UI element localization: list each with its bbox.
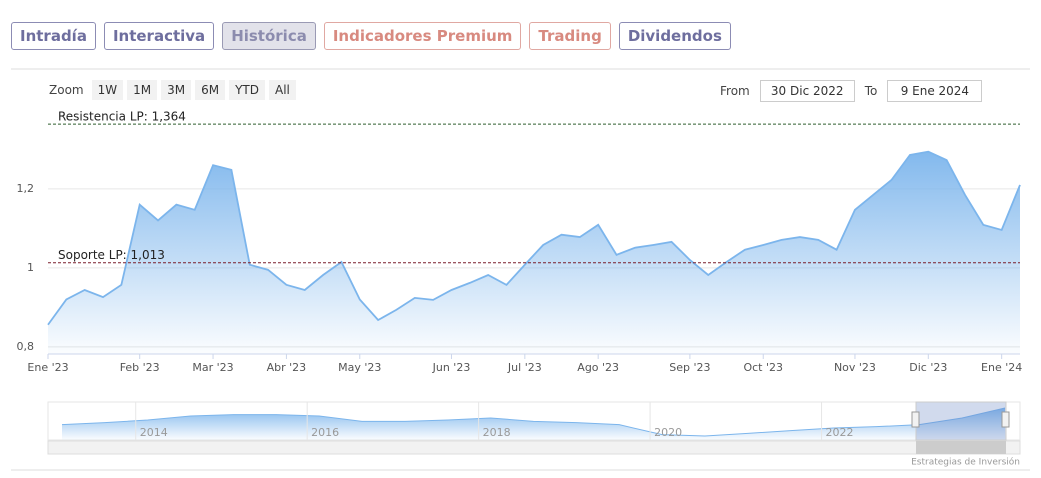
x-tick-label: Jul '23 (507, 361, 542, 374)
scrollbar-thumb[interactable] (916, 441, 1006, 454)
y-tick-label: 1,2 (17, 182, 35, 195)
zoom-button[interactable]: YTD (229, 80, 265, 100)
zoom: Zoom 1W 1M 3M 6M YTD All (49, 80, 296, 100)
x-tick-label: Ene '24 (981, 361, 1022, 374)
x-tick-label: Oct '23 (743, 361, 783, 374)
tab[interactable]: Interactiva (103, 22, 215, 50)
navigator-area (62, 408, 1005, 440)
x-tick-label: Mar '23 (192, 361, 233, 374)
navigator-label: 2022 (826, 426, 854, 439)
x-tick-label: Ago '23 (577, 361, 619, 374)
range: From 30 Dic 2022 To 9 Ene 2024 (720, 80, 983, 102)
zoom-button[interactable]: 6M (195, 80, 226, 100)
navigator-handle[interactable] (911, 411, 920, 428)
zoom-button[interactable]: 1W (91, 80, 124, 100)
tab[interactable]: Histórica (222, 22, 316, 50)
to-label: To (864, 84, 878, 98)
y-tick-label: 0,8 (17, 340, 35, 353)
x-tick-label: Feb '23 (120, 361, 160, 374)
tab[interactable]: Intradía (11, 22, 96, 50)
area (48, 151, 1020, 354)
credits: Estrategias de Inversión (911, 457, 1020, 468)
x-tick-label: Dic '23 (909, 361, 947, 374)
plot-line-label: Soporte LP: 1,013 (58, 248, 165, 262)
from-input[interactable]: 30 Dic 2022 (759, 80, 855, 102)
zoom-button[interactable]: All (269, 80, 296, 100)
navigator-label: 2018 (483, 426, 511, 439)
tab[interactable]: Indicadores Premium (323, 22, 522, 50)
y-tick-label: 1 (27, 261, 34, 274)
navigator-handle[interactable] (1001, 411, 1010, 428)
plot-line-label: Resistencia LP: 1,364 (58, 110, 186, 124)
zoom-button[interactable]: 3M (161, 80, 192, 100)
x-tick-label: Jun '23 (432, 361, 471, 374)
navigator-line (61, 407, 1006, 437)
navigator-label: 2020 (654, 426, 682, 439)
x-tick-label: May '23 (338, 361, 381, 374)
navigator-label: 2016 (311, 426, 339, 439)
scrollbar (47, 440, 1021, 455)
navigator-mask (915, 401, 1007, 441)
zoom-label: Zoom (49, 83, 84, 97)
x-tick-label: Ene '23 (27, 361, 68, 374)
from-label: From (720, 84, 750, 98)
navigator-label: 2014 (140, 426, 168, 439)
tab[interactable]: Trading (529, 22, 611, 50)
tabs: Intradía Interactiva Histórica Indicador… (11, 22, 731, 50)
zoom-button[interactable]: 1M (127, 80, 158, 100)
to-input[interactable]: 9 Ene 2024 (887, 80, 983, 102)
line (47, 150, 1021, 326)
tab[interactable]: Dividendos (618, 22, 731, 50)
x-tick-label: Nov '23 (834, 361, 876, 374)
x-tick-label: Sep '23 (669, 361, 710, 374)
x-tick-label: Abr '23 (267, 361, 307, 374)
